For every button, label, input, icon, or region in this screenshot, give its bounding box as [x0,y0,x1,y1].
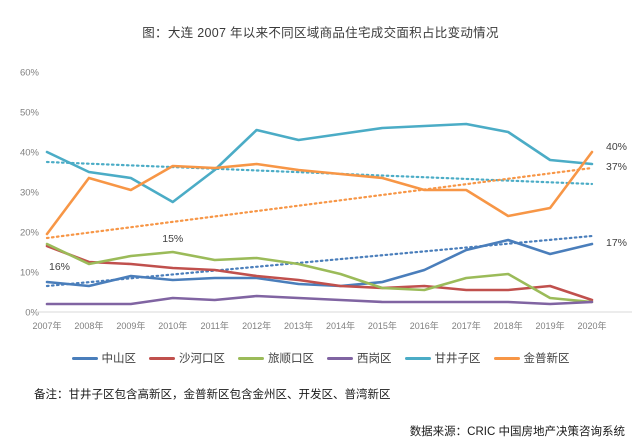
series-group [45,122,594,306]
legend-item[interactable]: 旅顺口区 [238,350,314,366]
x-tick-label: 2014年 [326,320,355,330]
trendline [45,160,594,186]
y-axis-ticks: 0% 10% 20% 30% 40% 50% 60% [20,68,40,319]
series-line [45,150,594,236]
chart-plot-area: 0% 10% 20% 30% 40% 50% 60% 2007年 2008年 2009年 2010… [0,55,641,330]
y-tick-label: 60% [20,68,40,79]
x-tick-label: 2013年 [284,320,313,330]
legend-swatch-icon [149,356,175,360]
legend-item[interactable]: 金普新区 [493,350,570,366]
series-line [45,242,594,304]
data-label: 16% [49,261,70,273]
data-label: 37% [606,161,627,173]
trendline [45,234,594,288]
line-chart-svg: 0% 10% 20% 30% 40% 50% 60% 2007年 2008年 2009年 2010… [20,68,632,330]
y-tick-label: 20% [20,228,40,239]
annotations-group: 16% 15% 40% 37% 17% [49,141,627,273]
legend-swatch-icon [327,356,353,360]
series-line [45,122,594,204]
x-tick-label: 2018年 [494,320,523,330]
series-line [45,294,594,306]
legend-swatch-icon [493,356,520,360]
y-tick-label: 30% [20,188,40,199]
x-axis-ticks: 2007年 2008年 2009年 2010年 2011年 2012年 2013年 2014年… [32,320,606,330]
x-tick-label: 2017年 [452,320,481,330]
x-tick-label: 2008年 [74,320,103,330]
y-tick-label: 0% [25,308,39,319]
legend-item[interactable]: 沙河口区 [149,350,225,366]
y-tick-label: 10% [20,268,40,279]
page-title: 图：大连 2007 年以来不同区域商品住宅成交面积占比变动情况 [142,26,499,40]
x-tick-label: 2020年 [577,320,606,330]
chart-legend: 中山区 沙河口区 旅顺口区 西岗区 甘井子区 金普新区 [0,350,641,366]
x-tick-label: 2009年 [116,320,145,330]
x-tick-label: 2019年 [536,320,565,330]
x-tick-label: 2012年 [242,320,271,330]
x-tick-label: 2010年 [158,320,187,330]
data-label: 15% [162,233,183,245]
x-tick-label: 2007年 [32,320,61,330]
trendline [45,166,594,240]
y-tick-label: 50% [20,108,40,119]
legend-swatch-icon [404,356,431,360]
legend-label: 甘井子区 [434,353,481,365]
legend-label: 沙河口区 [179,353,225,365]
legend-swatch-icon [71,356,98,360]
legend-item[interactable]: 西岗区 [327,350,392,366]
x-tick-label: 2016年 [410,320,439,330]
legend-item[interactable]: 甘井子区 [404,350,481,366]
x-tick-label: 2015年 [368,320,397,330]
data-label: 40% [606,141,627,153]
legend-swatch-icon [238,356,264,360]
x-tick-label: 2011年 [201,320,229,330]
series-line [45,238,594,288]
y-tick-label: 40% [20,148,40,159]
data-label: 17% [606,237,627,249]
legend-item[interactable]: 中山区 [71,350,137,366]
footer-source: 数据来源：CRIC 中国房地产决策咨询系统 [409,426,625,438]
legend-label: 金普新区 [523,353,570,365]
legend-label: 中山区 [101,353,137,365]
trendlines-group [45,160,594,288]
series-line [45,244,594,302]
footer-note: 备注：甘井子区包含高新区，金普新区包含金州区、开发区、普湾新区 [34,389,391,401]
legend-label: 西岗区 [357,353,392,365]
legend-label: 旅顺口区 [268,353,314,365]
